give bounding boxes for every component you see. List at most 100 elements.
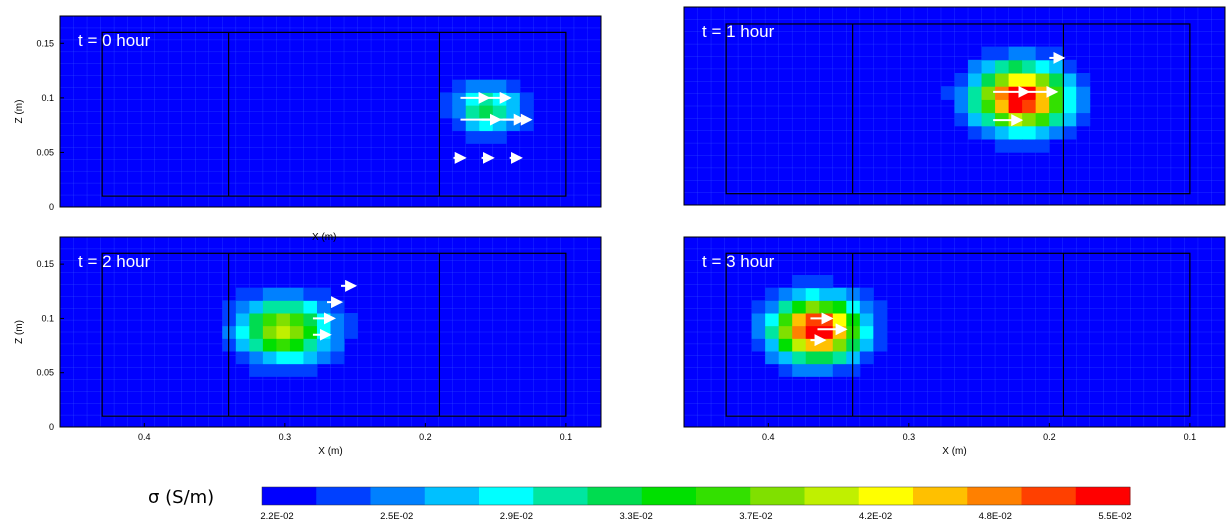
anomaly-cell — [1035, 99, 1050, 114]
anomaly-cell — [330, 313, 345, 327]
anomaly-cell — [344, 313, 359, 327]
anomaly-cell — [751, 325, 766, 339]
anomaly-cell — [981, 59, 996, 74]
anomaly-cell — [819, 313, 834, 327]
y-tick-label: 0.05 — [36, 147, 54, 157]
anomaly-cell — [330, 325, 345, 339]
anomaly-cell — [438, 105, 453, 119]
anomaly-cell — [846, 287, 861, 301]
anomaly-cell — [222, 338, 237, 352]
y-tick-label: 0 — [49, 202, 54, 212]
anomaly-cell — [846, 313, 861, 327]
x-axis-label: X (m) — [942, 446, 966, 457]
x-tick-label: 0.4 — [138, 432, 151, 442]
anomaly-cell — [778, 351, 793, 365]
anomaly-cell — [940, 86, 955, 100]
anomaly-cell — [479, 79, 494, 93]
anomaly-cell — [968, 73, 983, 87]
colorbar-swatch — [696, 487, 751, 505]
anomaly-cell — [330, 338, 345, 352]
anomaly-cell — [289, 363, 304, 377]
anomaly-cell — [479, 117, 494, 132]
anomaly-cell — [1062, 73, 1077, 87]
panel-frame — [59, 15, 602, 208]
panel-t2: t = 2 hour 0 0.05 0.1 0.15 Z (m) 0.4 0.3 0.2 0.1 X… — [14, 236, 602, 457]
anomaly-cell — [751, 338, 766, 352]
anomaly-cell — [968, 125, 983, 140]
anomaly-cell — [438, 92, 453, 106]
x-tick-label: 0.1 — [1184, 432, 1197, 442]
anomaly-cell — [1035, 46, 1050, 61]
anomaly-cell — [289, 325, 304, 339]
anomaly-cell — [1008, 46, 1023, 61]
anomaly-cell — [995, 73, 1010, 87]
anomaly-cell — [819, 275, 834, 289]
anomaly-cell — [995, 125, 1010, 140]
colorbar-tick-label: 2.5E-02 — [380, 511, 413, 522]
anomaly-cell — [981, 112, 996, 127]
anomaly-cell — [873, 313, 888, 327]
colorbar: 2.2E-02 2.5E-02 2.9E-02 3.3E-02 3.7E-02 4.2E-… — [260, 486, 1132, 522]
anomaly-cell — [805, 363, 820, 377]
anomaly-cell — [1022, 59, 1037, 74]
anomaly-cell — [1062, 99, 1077, 114]
anomaly-cell — [832, 363, 847, 377]
anomaly-cell — [249, 325, 264, 339]
anomaly-cell — [846, 351, 861, 365]
anomaly-cell — [506, 105, 521, 119]
anomaly-cell — [873, 325, 888, 339]
anomaly-cell — [303, 300, 318, 314]
anomaly-cell — [1035, 125, 1050, 140]
anomaly-cell — [452, 79, 467, 93]
anomaly-cell — [1035, 59, 1050, 74]
anomaly-cell — [832, 325, 847, 339]
colorbar-swatch — [750, 487, 805, 505]
panel-title: t = 3 hour — [702, 252, 775, 271]
anomaly-cell — [249, 338, 264, 352]
anomaly-cell — [249, 300, 264, 314]
anomaly-cell — [222, 313, 237, 327]
colorbar-swatch — [641, 487, 697, 505]
anomaly-cell — [792, 313, 807, 327]
anomaly-cell — [1035, 139, 1050, 153]
anomaly-cell — [1062, 125, 1077, 140]
anomaly-cell — [303, 313, 318, 327]
x-tick-label: 0.2 — [1043, 432, 1056, 442]
anomaly-cell — [859, 287, 874, 301]
anomaly-cell — [1076, 112, 1091, 127]
anomaly-cell — [1022, 86, 1037, 100]
anomaly-cell — [452, 92, 467, 106]
anomaly-cell — [859, 338, 874, 352]
anomaly-cell — [1008, 86, 1023, 100]
anomaly-cell — [765, 338, 780, 352]
colorbar-swatch — [479, 487, 534, 505]
colorbar-label: σ (S/m) — [148, 487, 214, 508]
anomaly-cell — [981, 46, 996, 61]
anomaly-cell — [778, 338, 793, 352]
anomaly-cell — [276, 351, 291, 365]
anomaly-cell — [805, 313, 820, 327]
anomaly-cell — [262, 351, 277, 365]
colorbar-swatch — [804, 487, 860, 505]
colorbar-swatch — [262, 487, 317, 505]
anomaly-cell — [316, 300, 331, 314]
anomaly-cell — [479, 92, 494, 106]
anomaly-cell — [778, 313, 793, 327]
anomaly-cell — [805, 275, 820, 289]
anomaly-cell — [792, 363, 807, 377]
anomaly-cell — [289, 300, 304, 314]
anomaly-cell — [954, 73, 969, 87]
anomaly-cell — [778, 325, 793, 339]
panel-frame — [683, 236, 1226, 428]
anomaly-cell — [492, 130, 507, 144]
panel-t1: t = 1 hour — [683, 6, 1226, 206]
anomaly-cell — [832, 287, 847, 301]
anomaly-cell — [765, 287, 780, 301]
anomaly-cell — [968, 99, 983, 114]
anomaly-cell — [465, 79, 480, 93]
anomaly-cell — [249, 287, 264, 301]
colorbar-swatch — [533, 487, 588, 505]
x-tick-label: 0.3 — [903, 432, 916, 442]
anomaly-cell — [751, 300, 766, 314]
colorbar-tick-label: 5.5E-02 — [1098, 511, 1131, 522]
